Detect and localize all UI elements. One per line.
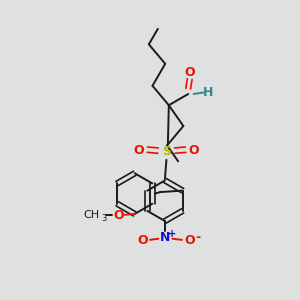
Text: O: O xyxy=(134,143,144,157)
Text: O: O xyxy=(184,66,195,79)
Text: CH: CH xyxy=(84,210,100,220)
Text: N: N xyxy=(160,231,171,244)
Text: S: S xyxy=(162,145,171,158)
Text: O: O xyxy=(184,234,195,247)
Text: O: O xyxy=(189,143,199,157)
Text: -: - xyxy=(196,231,201,244)
Text: 3: 3 xyxy=(101,214,107,224)
Text: O: O xyxy=(113,209,124,222)
Text: +: + xyxy=(168,229,176,239)
Text: O: O xyxy=(137,234,148,247)
Text: H: H xyxy=(203,86,214,99)
